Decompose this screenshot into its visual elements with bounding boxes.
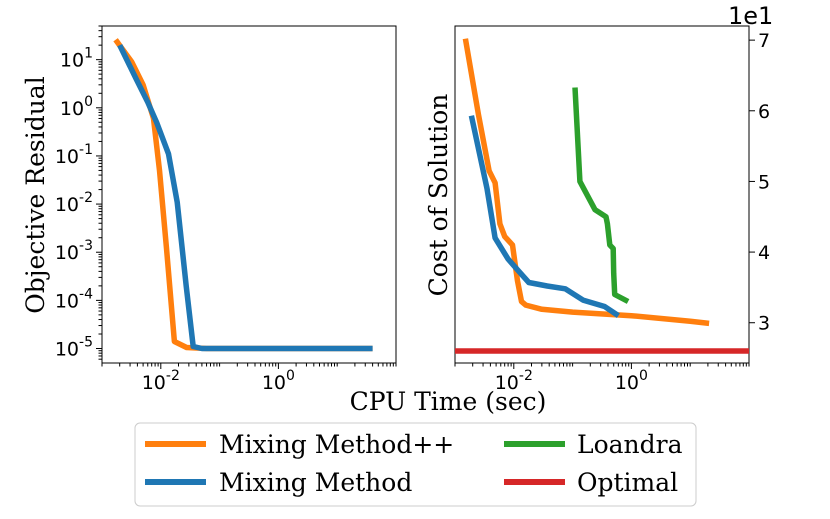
right-y-tick-label: 3 bbox=[758, 313, 770, 335]
left-series-mixing-method-plus-plus bbox=[113, 38, 373, 352]
left-plot-frame bbox=[101, 25, 397, 364]
legend-label-optimal: Optimal bbox=[577, 468, 678, 497]
legend-label-mixing-method-plus-plus: Mixing Method++ bbox=[219, 430, 454, 459]
x-axis-label: CPU Time (sec) bbox=[350, 387, 547, 416]
right-axes-ticks: 10-2 100 7 6 5 4 3 bbox=[454, 30, 770, 394]
left-y-tick-label: 10-2 bbox=[55, 190, 93, 216]
legend-label-mixing-method: Mixing Method bbox=[219, 468, 412, 497]
right-series-mixing-method-plus-plus bbox=[462, 38, 710, 327]
left-y-tick-label: 10-1 bbox=[55, 142, 93, 168]
legend-entry-mixing-method: Mixing Method bbox=[145, 468, 412, 497]
left-series-group bbox=[113, 38, 373, 352]
legend-entry-mixing-method-plus-plus: Mixing Method++ bbox=[145, 430, 454, 459]
left-y-tick-label: 10-5 bbox=[55, 335, 93, 361]
right-series-mixing-method bbox=[468, 115, 620, 318]
right-y-axis-multiplier: 1e1 bbox=[728, 2, 773, 30]
right-x-tick-label: 10-2 bbox=[495, 368, 533, 394]
right-x-tick-label: 100 bbox=[615, 368, 648, 394]
legend: Mixing Method++ Loandra Mixing Method Op… bbox=[134, 422, 697, 507]
legend-entry-loandra: Loandra bbox=[504, 430, 683, 459]
right-y-tick-label: 5 bbox=[758, 171, 770, 193]
left-x-tick-label: 100 bbox=[262, 368, 295, 394]
left-chart-objective-residual: 10-2 100 101 100 10-1 10-2 10-3 10-4 10-5 Object… bbox=[21, 25, 397, 394]
left-x-tick-label: 10-2 bbox=[142, 368, 180, 394]
right-series-group bbox=[455, 38, 749, 354]
right-y-tick-label: 7 bbox=[758, 30, 770, 52]
right-y-tick-label: 6 bbox=[758, 101, 770, 123]
left-axes-ticks: 10-2 100 101 100 10-1 10-2 10-3 10-4 10-5 bbox=[55, 25, 397, 394]
left-series-mixing-method bbox=[117, 43, 373, 352]
right-chart-cost-of-solution: 10-2 100 7 6 5 4 3 Cost of Solution 1e1 bbox=[424, 2, 773, 394]
left-y-tick-label: 10-4 bbox=[55, 286, 93, 312]
legend-label-loandra: Loandra bbox=[577, 430, 683, 459]
right-y-tick-label: 4 bbox=[758, 242, 770, 264]
right-y-axis-label: Cost of Solution bbox=[424, 94, 453, 297]
right-plot-frame bbox=[454, 25, 750, 364]
left-y-tick-label: 101 bbox=[60, 46, 93, 72]
legend-entry-optimal: Optimal bbox=[504, 468, 678, 497]
right-series-loandra bbox=[572, 87, 630, 304]
left-y-axis-label: Objective Residual bbox=[21, 76, 50, 313]
left-y-tick-label: 10-3 bbox=[55, 238, 93, 264]
left-y-tick-label: 100 bbox=[60, 94, 93, 120]
